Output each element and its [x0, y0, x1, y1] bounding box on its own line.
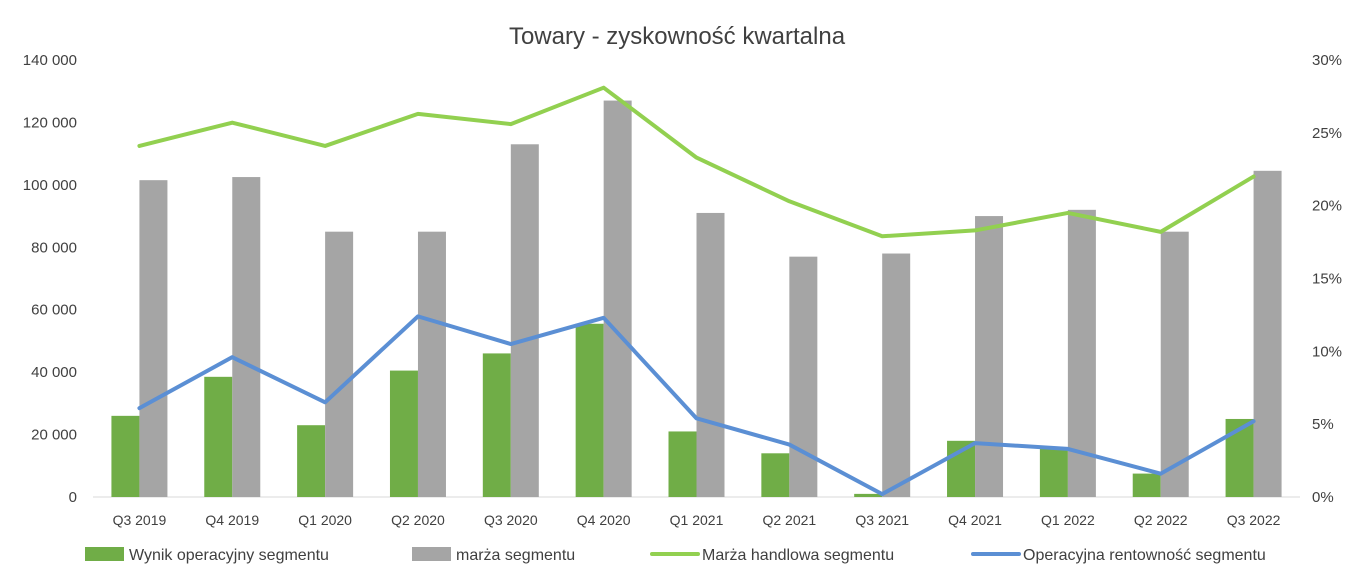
legend: Wynik operacyjny segmentu marża segmentu M…: [85, 547, 1266, 564]
x-tick-label: Q3 2022: [1227, 512, 1281, 528]
bar-wynik-operacyjny: [297, 425, 326, 497]
bar-wynik-operacyjny: [1132, 473, 1161, 497]
right-axis: 0% 5% 10% 15% 20% 25% 30%: [1312, 52, 1342, 506]
bar-marza-segmentu: [603, 100, 632, 497]
left-tick-label: 60 000: [31, 302, 77, 319]
x-tick-label: Q1 2021: [670, 512, 724, 528]
left-tick-label: 80 000: [31, 239, 77, 256]
chart-title: Towary - zyskowność kwartalna: [509, 23, 846, 50]
bar-wynik-operacyjny: [575, 323, 604, 497]
right-tick-label: 5%: [1312, 416, 1334, 433]
bar-marza-segmentu: [882, 253, 911, 497]
right-tick-label: 25%: [1312, 125, 1342, 142]
bar-marza-segmentu: [232, 177, 261, 497]
bar-wynik-operacyjny: [668, 431, 697, 497]
legend-label: Wynik operacyjny segmentu: [129, 547, 329, 564]
bar-marza-segmentu: [1160, 231, 1189, 497]
legend-item: Wynik operacyjny segmentu: [85, 547, 329, 564]
x-tick-label: Q4 2019: [205, 512, 259, 528]
x-tick-label: Q3 2020: [484, 512, 538, 528]
left-axis: 0 20 000 40 000 60 000 80 000 100 000 120 000 1…: [23, 52, 77, 506]
bar-wynik-operacyjny: [761, 453, 790, 497]
x-tick-label: Q2 2022: [1134, 512, 1188, 528]
left-tick-label: 120 000: [23, 114, 77, 131]
bar-marza-segmentu: [696, 212, 725, 497]
right-tick-label: 20%: [1312, 198, 1342, 215]
right-tick-label: 15%: [1312, 271, 1342, 288]
bar-marza-segmentu: [789, 256, 818, 497]
bar-marza-segmentu: [1253, 170, 1282, 497]
x-tick-label: Q2 2020: [391, 512, 445, 528]
bar-wynik-operacyjny: [204, 376, 233, 497]
left-tick-label: 100 000: [23, 177, 77, 194]
bar-wynik-operacyjny: [111, 415, 140, 497]
x-tick-label: Q1 2020: [298, 512, 352, 528]
right-tick-label: 0%: [1312, 489, 1334, 506]
legend-label: Operacyjna rentowność segmentu: [1023, 547, 1266, 564]
x-tick-label: Q3 2019: [113, 512, 167, 528]
x-tick-label: Q4 2021: [948, 512, 1002, 528]
legend-label: marża segmentu: [456, 547, 575, 564]
bar-wynik-operacyjny: [854, 493, 883, 497]
bars: [111, 100, 1282, 498]
x-axis: Q3 2019 Q4 2019 Q1 2020 Q2 2020 Q3 2020 Q4 20…: [113, 512, 1281, 528]
bar-wynik-operacyjny: [1225, 418, 1254, 497]
x-tick-label: Q3 2021: [855, 512, 909, 528]
left-tick-label: 40 000: [31, 364, 77, 381]
right-tick-label: 30%: [1312, 52, 1342, 69]
lines: [137, 85, 1256, 497]
bar-marza-segmentu: [510, 144, 539, 497]
right-tick-label: 10%: [1312, 343, 1342, 360]
legend-item: Marża handlowa segmentu: [650, 547, 894, 564]
legend-item: Operacyjna rentowność segmentu: [971, 547, 1266, 564]
x-tick-label: Q1 2022: [1041, 512, 1095, 528]
bar-marza-segmentu: [139, 180, 168, 498]
legend-label: Marża handlowa segmentu: [702, 547, 894, 564]
left-tick-label: 140 000: [23, 52, 77, 69]
bar-wynik-operacyjny: [389, 370, 418, 497]
line-operacyjna-rentownosc: [137, 314, 1256, 497]
bar-wynik-operacyjny: [482, 353, 511, 497]
left-tick-label: 0: [69, 489, 77, 506]
bar-marza-segmentu: [417, 231, 446, 497]
bar-marza-segmentu: [975, 216, 1004, 498]
x-tick-label: Q4 2020: [577, 512, 631, 528]
bar-marza-segmentu: [325, 231, 354, 497]
legend-item: marża segmentu: [412, 547, 575, 564]
legend-swatch: [85, 547, 124, 561]
left-tick-label: 20 000: [31, 427, 77, 444]
legend-swatch: [412, 547, 451, 561]
bar-wynik-operacyjny: [1039, 448, 1068, 497]
x-tick-label: Q2 2021: [762, 512, 816, 528]
line-marza-handlowa: [137, 85, 1256, 239]
